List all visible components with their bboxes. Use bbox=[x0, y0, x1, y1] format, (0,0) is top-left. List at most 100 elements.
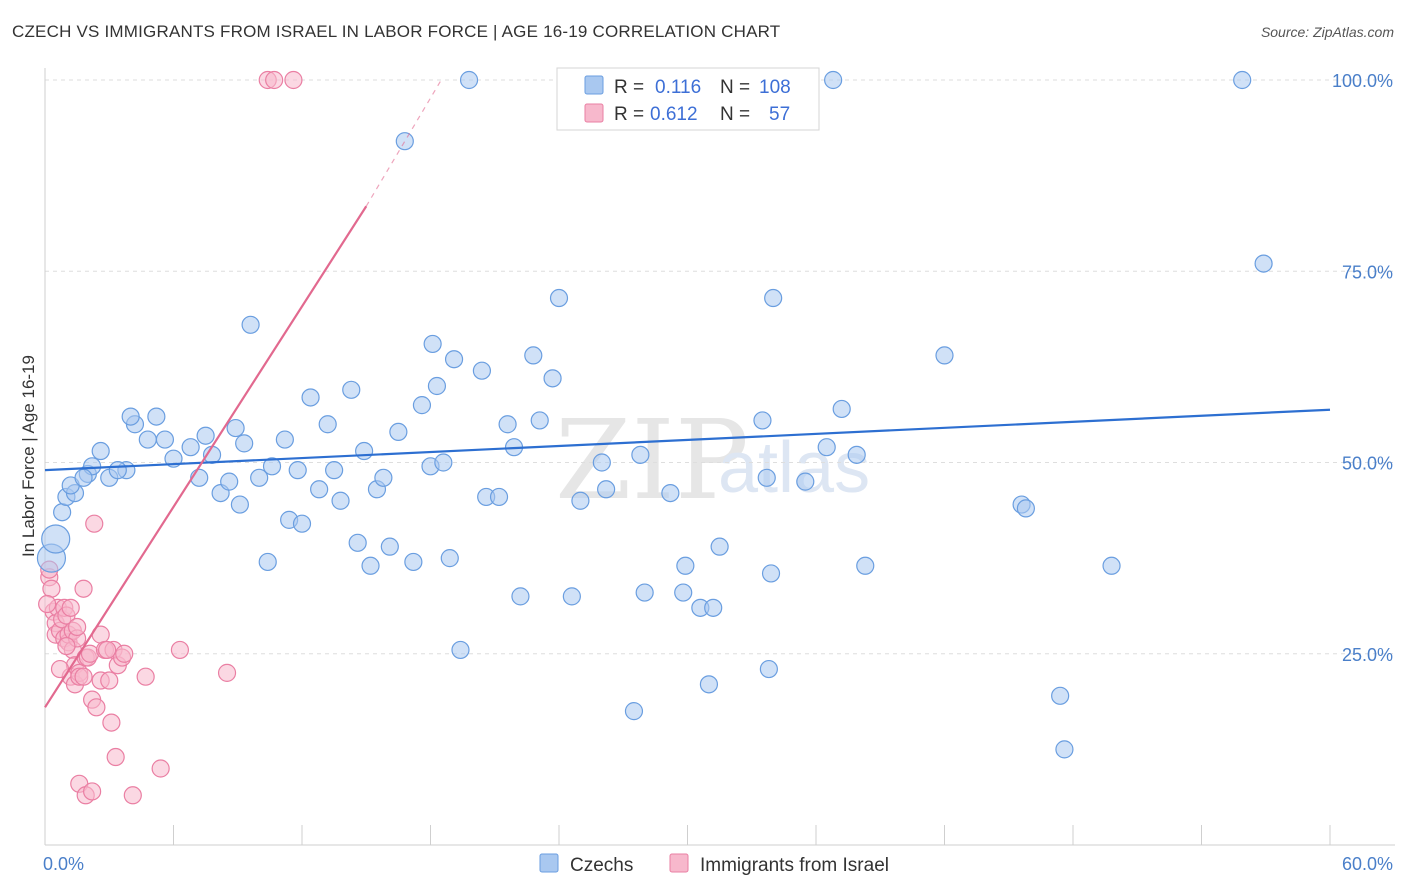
legend-swatch-israel bbox=[584, 103, 604, 123]
czechs-point bbox=[549, 288, 569, 308]
czechs-point bbox=[389, 422, 408, 441]
israel-point bbox=[87, 698, 106, 717]
czechs-point bbox=[1055, 740, 1074, 759]
czechs-point bbox=[331, 491, 350, 510]
czechs-point bbox=[530, 411, 549, 430]
czechs-point bbox=[181, 438, 200, 457]
czechs-point bbox=[155, 430, 175, 449]
czechs-point bbox=[796, 472, 815, 491]
czechs-point bbox=[674, 583, 693, 602]
y-axis-title: In Labor Force | Age 16-19 bbox=[19, 355, 38, 557]
czechs-point bbox=[310, 480, 329, 499]
legend-swatch-czechs bbox=[584, 75, 604, 95]
stats-legend: R = 0.116 N = 108 R = 0.612 N = 57 bbox=[556, 67, 820, 131]
israel-point bbox=[83, 782, 102, 801]
israel-point bbox=[265, 70, 284, 90]
czechs-point bbox=[404, 552, 423, 572]
czechs-point bbox=[699, 675, 719, 694]
czechs-point bbox=[250, 468, 269, 487]
czechs-point bbox=[91, 441, 110, 461]
czechs-point bbox=[121, 407, 140, 426]
czechs-point bbox=[41, 524, 71, 554]
czechs-point bbox=[511, 587, 530, 606]
czechs-point bbox=[524, 346, 543, 365]
czechs-point bbox=[301, 388, 320, 407]
czechs-point bbox=[624, 702, 644, 721]
czechs-point bbox=[635, 583, 654, 602]
czechs-point bbox=[597, 480, 616, 499]
czechs-point bbox=[434, 453, 453, 472]
israel-point bbox=[115, 644, 134, 663]
czechs-point bbox=[472, 361, 491, 380]
watermark-atlas: atlas bbox=[718, 428, 870, 508]
bottom-legend-label-czechs: Czechs bbox=[570, 855, 633, 876]
czechs-point bbox=[759, 659, 778, 679]
x-tick-label: 60.0% bbox=[1342, 854, 1393, 874]
czechs-point bbox=[226, 418, 245, 438]
czechs-point bbox=[817, 438, 836, 457]
czechs-point bbox=[498, 415, 517, 434]
czechs-point bbox=[318, 415, 337, 434]
czechs-point bbox=[423, 334, 442, 354]
czechs-point bbox=[325, 461, 344, 480]
legend-n-label: N = bbox=[720, 77, 750, 98]
israel-point bbox=[123, 786, 142, 805]
trend-lines bbox=[44, 79, 1331, 708]
czechs-point bbox=[235, 434, 254, 453]
israel-point bbox=[68, 617, 87, 637]
israel-point bbox=[217, 663, 237, 682]
czechs-point bbox=[1102, 556, 1121, 575]
series-legend: Czechs Immigrants from Israel bbox=[539, 853, 889, 876]
czechs-point bbox=[342, 380, 361, 399]
y-tick-label: 25.0% bbox=[1342, 645, 1393, 665]
czechs-point bbox=[935, 346, 954, 365]
source-label: Source: ZipAtlas.com bbox=[1260, 24, 1394, 40]
czechs-point bbox=[1051, 686, 1070, 705]
israel-point bbox=[61, 598, 80, 617]
czechs-point bbox=[571, 491, 590, 510]
czechs-point bbox=[395, 132, 414, 151]
y-tick-labels: 25.0% 50.0% 75.0% 100.0% bbox=[1332, 71, 1393, 665]
czechs-point bbox=[355, 441, 374, 461]
israel-point bbox=[136, 667, 155, 686]
czechs-point bbox=[592, 453, 611, 472]
czechs-point bbox=[196, 426, 215, 445]
legend-r-value-czechs: 0.116 bbox=[655, 77, 701, 98]
czechs-point bbox=[451, 640, 470, 660]
israel-trend-line bbox=[44, 205, 368, 708]
czechs-point bbox=[147, 407, 166, 426]
legend-r-label: R = bbox=[614, 104, 644, 125]
czechs-point bbox=[275, 430, 294, 449]
czechs-point bbox=[661, 484, 680, 503]
israel-point bbox=[98, 640, 117, 660]
israel-point bbox=[284, 70, 303, 90]
bottom-legend-swatch-israel bbox=[669, 853, 689, 873]
czechs-point bbox=[543, 369, 562, 388]
czechs-point bbox=[704, 598, 723, 617]
czechs-point bbox=[241, 315, 260, 334]
axes bbox=[44, 68, 1395, 846]
czechs-point bbox=[74, 468, 93, 487]
czechs-point bbox=[220, 472, 239, 491]
legend-r-value-israel: 0.612 bbox=[650, 104, 698, 125]
czechs-point bbox=[753, 411, 772, 430]
israel-point bbox=[100, 671, 119, 690]
czechs-point bbox=[138, 430, 157, 449]
czechs-point bbox=[757, 468, 776, 487]
legend-n-label: N = bbox=[720, 104, 750, 125]
chart-title: CZECH VS IMMIGRANTS FROM ISRAEL IN LABOR… bbox=[12, 22, 781, 41]
czechs-point bbox=[288, 461, 307, 480]
czechs-point bbox=[440, 549, 459, 568]
y-tick-label: 100.0% bbox=[1332, 71, 1393, 91]
czechs-point bbox=[631, 445, 650, 464]
y-tick-label: 50.0% bbox=[1342, 454, 1393, 474]
czechs-point bbox=[53, 503, 72, 522]
israel-point bbox=[106, 747, 125, 767]
israel-point bbox=[170, 640, 190, 660]
israel-trend-extension bbox=[365, 79, 442, 207]
legend-n-value-czechs: 108 bbox=[759, 77, 791, 98]
czechs-point bbox=[489, 487, 509, 507]
y-tick-label: 75.0% bbox=[1342, 262, 1393, 282]
czechs-point bbox=[832, 399, 851, 419]
czechs-point bbox=[676, 556, 695, 575]
